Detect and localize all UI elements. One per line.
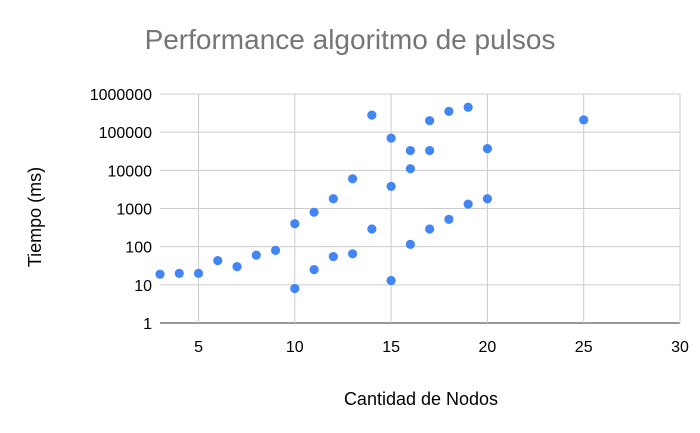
- data-point: [463, 199, 473, 209]
- x-tick-label: 10: [286, 339, 304, 356]
- data-point: [425, 224, 435, 234]
- data-point: [482, 144, 493, 154]
- data-point: [347, 174, 358, 184]
- data-point: [328, 194, 338, 204]
- y-tick-label: 1000: [116, 202, 152, 219]
- gridlines: [160, 93, 681, 324]
- data-point: [290, 219, 300, 229]
- data-point: [444, 106, 454, 117]
- x-tick-label: 30: [671, 339, 689, 356]
- data-point: [174, 268, 184, 278]
- data-point: [386, 181, 396, 191]
- data-point: [251, 250, 261, 260]
- data-point: [155, 269, 165, 279]
- data-point: [328, 251, 338, 262]
- y-tick-label: 100: [125, 240, 152, 257]
- x-tick-label: 20: [479, 339, 497, 356]
- data-point: [405, 239, 415, 249]
- x-tick-label: 15: [382, 339, 400, 356]
- x-axis-ticks: 5 10 15 20 25 30: [194, 339, 689, 356]
- data-point: [405, 145, 415, 156]
- y-tick-label: 10000: [108, 163, 153, 180]
- data-point: [367, 224, 377, 234]
- data-point: [270, 245, 281, 255]
- data-point: [425, 145, 435, 156]
- y-tick-label: 100000: [99, 125, 152, 142]
- data-point: [309, 207, 319, 217]
- x-axis-label: Cantidad de Nodos: [344, 389, 498, 409]
- data-point: [309, 265, 319, 275]
- data-point: [213, 256, 223, 266]
- data-point: [232, 262, 242, 272]
- data-point: [425, 116, 435, 126]
- x-tick-label: 5: [194, 339, 203, 356]
- y-tick-label: 1000000: [90, 87, 152, 104]
- data-point: [290, 283, 300, 294]
- data-points: [155, 102, 589, 294]
- data-point: [444, 214, 454, 224]
- data-point: [386, 133, 396, 143]
- data-point: [193, 268, 204, 278]
- data-point: [463, 102, 473, 112]
- y-tick-label: 1: [143, 316, 152, 333]
- y-tick-label: 10: [134, 278, 152, 295]
- chart-title: Performance algoritmo de pulsos: [145, 24, 556, 55]
- y-axis-label: Tiempo (ms): [25, 167, 45, 267]
- y-axis-ticks: 1 10 100 1000 10000 100000 1000000: [90, 87, 152, 333]
- x-tick-label: 25: [575, 339, 593, 356]
- data-point: [386, 275, 396, 286]
- data-point: [405, 164, 415, 174]
- data-point: [347, 249, 358, 259]
- data-point: [482, 194, 493, 204]
- data-point: [579, 115, 589, 125]
- data-point: [367, 110, 377, 120]
